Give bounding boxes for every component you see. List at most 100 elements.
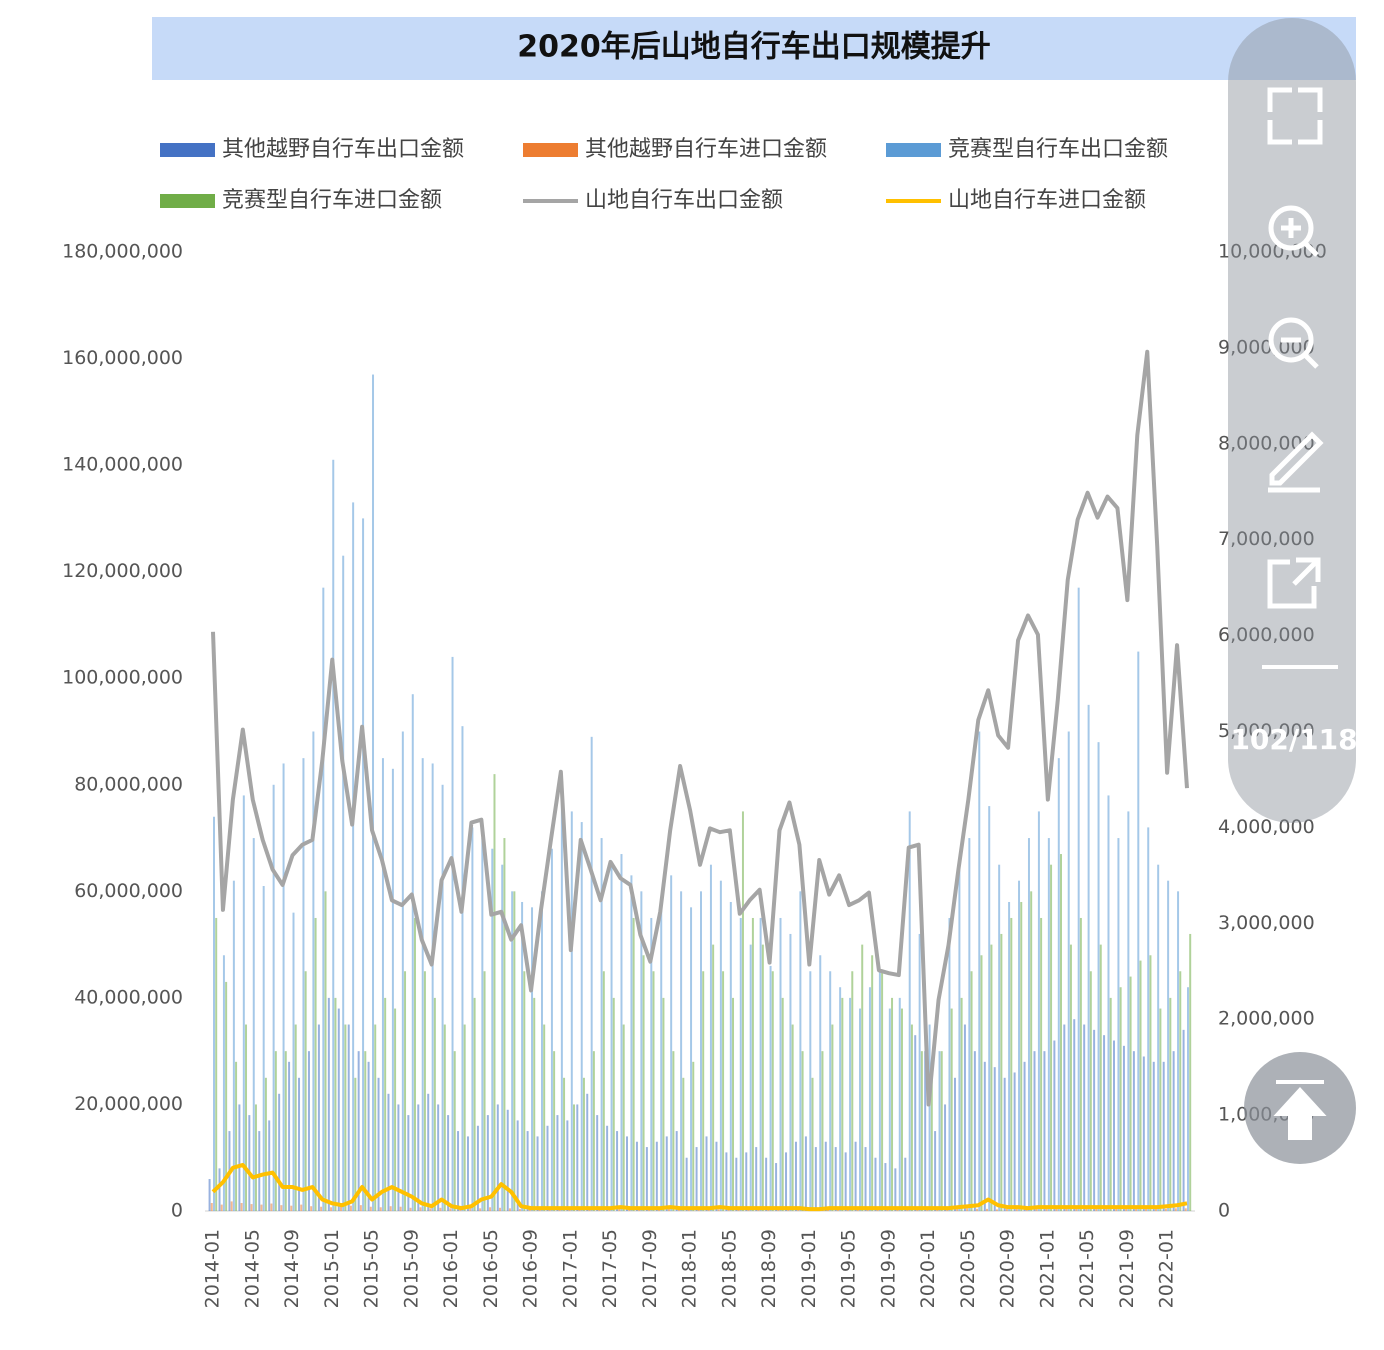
share-icon[interactable] bbox=[1267, 557, 1321, 609]
x-tick-label: 2021-05 bbox=[1076, 1229, 1098, 1308]
bar bbox=[707, 1209, 710, 1211]
bar bbox=[268, 1120, 271, 1211]
bar bbox=[242, 795, 245, 1211]
bar bbox=[491, 848, 494, 1211]
bar bbox=[1162, 1061, 1165, 1211]
x-tick-label: 2016-01 bbox=[440, 1229, 462, 1308]
bar bbox=[548, 1209, 551, 1211]
bar bbox=[1172, 1051, 1175, 1211]
bar bbox=[463, 1024, 466, 1211]
bar bbox=[469, 1207, 472, 1211]
bar bbox=[1027, 838, 1030, 1211]
bar bbox=[775, 1163, 778, 1211]
bar bbox=[1087, 704, 1090, 1211]
bar bbox=[1184, 1208, 1187, 1211]
bar bbox=[914, 1035, 917, 1211]
bar bbox=[218, 1168, 221, 1211]
fullscreen-icon[interactable] bbox=[1267, 87, 1323, 145]
bar bbox=[471, 827, 474, 1211]
bar bbox=[506, 1109, 509, 1211]
bar bbox=[662, 997, 665, 1211]
bar bbox=[950, 1008, 953, 1211]
bar bbox=[988, 806, 991, 1211]
bar bbox=[1069, 944, 1072, 1211]
chart-title: 2020年后山地自行车出口规模提升 bbox=[517, 30, 991, 65]
bar bbox=[976, 1208, 979, 1211]
bar bbox=[459, 1208, 462, 1211]
bar bbox=[1167, 880, 1170, 1211]
zoom-out-icon[interactable] bbox=[1268, 317, 1319, 369]
zoom-in-icon[interactable] bbox=[1268, 205, 1319, 257]
bar bbox=[496, 1104, 499, 1211]
bar bbox=[983, 1061, 986, 1211]
bar bbox=[677, 1209, 680, 1211]
bar bbox=[310, 1206, 313, 1211]
bar bbox=[317, 1024, 320, 1211]
bar bbox=[1113, 1040, 1115, 1211]
bar bbox=[409, 1207, 412, 1211]
legend-label: 其他越野自行车进口金额 bbox=[585, 137, 827, 162]
bar bbox=[910, 1024, 913, 1211]
bar bbox=[640, 891, 643, 1211]
bar bbox=[712, 944, 715, 1211]
bar bbox=[245, 1024, 248, 1211]
bar bbox=[831, 1024, 834, 1211]
bar bbox=[904, 1157, 907, 1211]
bar bbox=[1003, 1077, 1006, 1211]
bar bbox=[590, 736, 593, 1211]
bar bbox=[404, 971, 407, 1211]
bar bbox=[1157, 864, 1160, 1211]
y-tick-label: 20,000,000 bbox=[74, 1093, 183, 1115]
bar bbox=[381, 758, 384, 1211]
bar bbox=[1119, 987, 1122, 1211]
bar bbox=[821, 1051, 824, 1211]
bar bbox=[771, 971, 774, 1211]
legend-swatch bbox=[886, 143, 941, 157]
bar bbox=[377, 1077, 380, 1211]
bar bbox=[626, 1136, 628, 1211]
bar bbox=[374, 1024, 377, 1211]
bar bbox=[1075, 1208, 1078, 1211]
bar bbox=[453, 1051, 456, 1211]
bar bbox=[518, 1208, 521, 1211]
bar bbox=[779, 917, 782, 1211]
bar bbox=[612, 997, 615, 1211]
bar bbox=[1129, 976, 1132, 1211]
x-tick-label: 2015-09 bbox=[400, 1229, 422, 1308]
bar bbox=[824, 1141, 827, 1211]
bar bbox=[417, 1104, 420, 1211]
bar bbox=[946, 1209, 949, 1211]
bar bbox=[675, 1131, 678, 1211]
bar bbox=[486, 1115, 489, 1211]
x-tick-label: 2016-09 bbox=[520, 1229, 542, 1308]
line bbox=[211, 349, 1189, 1107]
bar bbox=[225, 981, 228, 1211]
bar bbox=[648, 1209, 651, 1211]
bar bbox=[769, 965, 772, 1211]
bar bbox=[650, 917, 653, 1211]
legend-swatch bbox=[160, 143, 215, 157]
bar bbox=[292, 912, 295, 1211]
bar bbox=[1050, 864, 1053, 1211]
bar bbox=[433, 997, 436, 1211]
bar bbox=[1189, 933, 1192, 1211]
title-bar bbox=[152, 17, 1356, 80]
bar bbox=[1013, 1072, 1016, 1211]
x-tick-label: 2015-01 bbox=[321, 1229, 343, 1308]
bar bbox=[489, 1207, 492, 1211]
bar bbox=[973, 1051, 976, 1211]
bar bbox=[1020, 901, 1023, 1211]
bar bbox=[829, 971, 832, 1211]
bar bbox=[1152, 1061, 1155, 1211]
bar bbox=[1025, 1209, 1028, 1211]
bar bbox=[970, 971, 973, 1211]
bar bbox=[342, 555, 345, 1211]
bar bbox=[737, 1209, 740, 1211]
bar bbox=[332, 459, 335, 1211]
bar bbox=[722, 971, 725, 1211]
edit-icon[interactable] bbox=[1268, 431, 1324, 493]
bar bbox=[735, 1157, 738, 1211]
bar bbox=[1117, 838, 1120, 1211]
bar bbox=[258, 1131, 261, 1211]
